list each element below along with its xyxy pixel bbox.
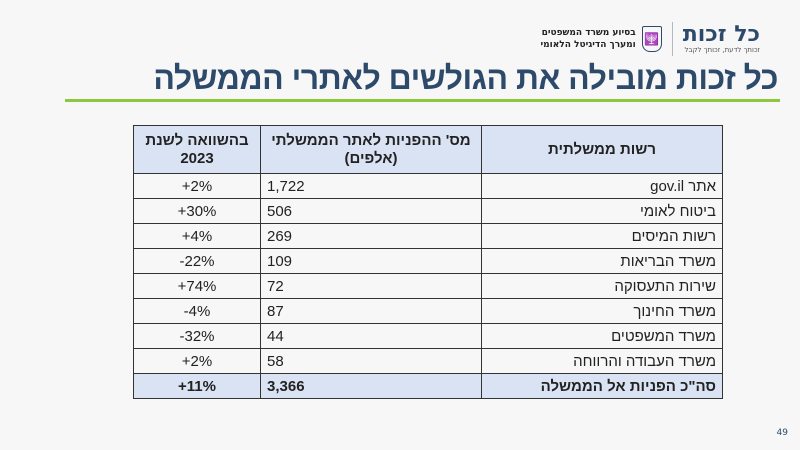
authority-cell: משרד העבודה והרווחה	[481, 348, 723, 374]
table-row: אתר gov.il 1,722 +2%	[133, 173, 723, 199]
referrals-cell: 109	[260, 248, 482, 274]
referrals-cell: 506	[260, 198, 482, 224]
page-number: 49	[776, 428, 788, 438]
column-header: מס' ההפניות לאתר הממשלתי (אלפים)	[260, 125, 482, 174]
authority-cell: שירות התעסוקה	[481, 273, 723, 299]
table-row: ביטוח לאומי 506 +30%	[133, 198, 723, 224]
header-logos: כל זכות זכותך לדעת, זכותך לקבל 🕎 בסיוע מ…	[540, 22, 760, 56]
authority-cell: סה"כ הפניות אל הממשלה	[481, 373, 723, 399]
change-cell: +30%	[133, 198, 261, 224]
referrals-cell: 58	[260, 348, 482, 374]
referrals-cell: 3,366	[260, 373, 482, 399]
change-cell: +11%	[133, 373, 261, 399]
table-row: רשות המיסים 269 +4%	[133, 223, 723, 249]
slide-title: כל זכות מובילה את הגולשים לאתרי הממשלה	[153, 60, 778, 96]
referrals-cell: 1,722	[260, 173, 482, 199]
menorah-emblem-icon: 🕎	[641, 26, 662, 52]
referrals-table: רשות ממשלתית מס' ההפניות לאתר הממשלתי (א…	[133, 125, 723, 399]
table-row: שירות התעסוקה 72 +74%	[133, 273, 723, 299]
authority-cell: אתר gov.il	[481, 173, 723, 199]
authority-cell: ביטוח לאומי	[481, 198, 723, 224]
authority-cell: משרד המשפטים	[481, 323, 723, 349]
change-cell: +4%	[133, 223, 261, 249]
referrals-cell: 72	[260, 273, 482, 299]
authority-cell: רשות המיסים	[481, 223, 723, 249]
column-header: בהשוואה לשנת 2023	[133, 125, 261, 174]
kol-zchut-logo: כל זכות זכותך לדעת, זכותך לקבל	[682, 22, 760, 55]
table-row: משרד הבריאות 109 -22%	[133, 248, 723, 274]
table-row: משרד המשפטים 44 -32%	[133, 323, 723, 349]
table-header-row: רשות ממשלתית מס' ההפניות לאתר הממשלתי (א…	[133, 125, 723, 174]
referrals-cell: 87	[260, 298, 482, 324]
authority-cell: משרד החינוך	[481, 298, 723, 324]
title-underline	[65, 99, 780, 102]
change-cell: -22%	[133, 248, 261, 274]
table-row: משרד החינוך 87 -4%	[133, 298, 723, 324]
referrals-cell: 269	[260, 223, 482, 249]
authority-cell: משרד הבריאות	[481, 248, 723, 274]
table-row: משרד העבודה והרווחה 58 +2%	[133, 348, 723, 374]
referrals-cell: 44	[260, 323, 482, 349]
change-cell: -32%	[133, 323, 261, 349]
change-cell: -4%	[133, 298, 261, 324]
change-cell: +74%	[133, 273, 261, 299]
ministry-credit: בסיוע משרד המשפטים ומערך הדיגיטל הלאומי	[540, 28, 636, 50]
change-cell: +2%	[133, 173, 261, 199]
change-cell: +2%	[133, 348, 261, 374]
table-total-row: סה"כ הפניות אל הממשלה 3,366 +11%	[133, 373, 723, 399]
column-header: רשות ממשלתית	[481, 125, 723, 174]
logo-divider	[671, 22, 673, 56]
